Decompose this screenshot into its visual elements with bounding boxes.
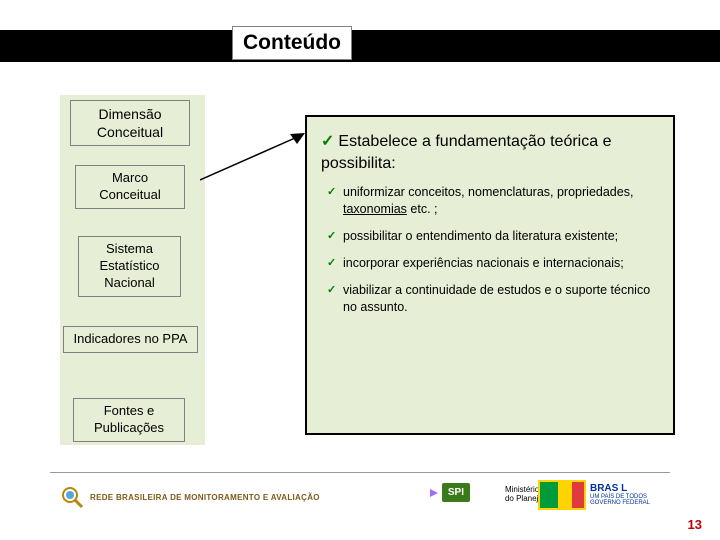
brasil-sub: GOVERNO FEDERAL xyxy=(590,500,650,506)
left-item-sistema: Sistema Estatístico Nacional xyxy=(78,236,181,297)
callout-main-text: ✓Estabelece a fundamentação teórica e po… xyxy=(321,131,659,174)
title-bar xyxy=(0,30,720,62)
bullet-underline: taxonomias xyxy=(343,202,407,216)
bullet-text: possibilitar o entendimento da literatur… xyxy=(343,229,618,243)
callout-bullet: ✓ incorporar experiências nacionais e in… xyxy=(343,255,659,272)
bullet-text: uniformizar conceitos, nomenclaturas, pr… xyxy=(343,185,633,199)
connector-arrow xyxy=(200,130,310,190)
footer-logos: REDE BRASILEIRA DE MONITORAMENTO E AVALI… xyxy=(60,480,660,520)
callout-bullet: ✓ viabilizar a continuidade de estudos e… xyxy=(343,282,659,316)
page-number: 13 xyxy=(688,517,702,532)
logo-rede: REDE BRASILEIRA DE MONITORAMENTO E AVALI… xyxy=(60,485,320,509)
brasil-label: BRAS L xyxy=(590,484,650,494)
bullet-text: etc. ; xyxy=(407,202,438,216)
left-item-fontes: Fontes e Publicações xyxy=(73,398,185,442)
rede-label: REDE BRASILEIRA DE MONITORAMENTO E AVALI… xyxy=(90,493,320,502)
check-icon: ✓ xyxy=(327,256,336,271)
check-icon: ✓ xyxy=(327,283,336,298)
bullet-text: viabilizar a continuidade de estudos e o… xyxy=(343,283,650,314)
section-header: Dimensão Conceitual xyxy=(70,100,190,146)
callout-bullet: ✓ uniformizar conceitos, nomenclaturas, … xyxy=(343,184,659,218)
bullet-text: incorporar experiências nacionais e inte… xyxy=(343,256,624,270)
brasil-flag-icon xyxy=(538,480,586,510)
left-item-marco: Marco Conceitual xyxy=(75,165,185,209)
check-icon: ✓ xyxy=(321,133,334,150)
logo-brasil: BRAS L UM PAÍS DE TODOS GOVERNO FEDERAL xyxy=(538,480,650,510)
check-icon: ✓ xyxy=(327,185,336,200)
logo-spi: SPI xyxy=(430,483,470,502)
spi-arrow-icon xyxy=(430,489,438,497)
page-title: Conteúdo xyxy=(232,26,352,60)
callout-sublist: ✓ uniformizar conceitos, nomenclaturas, … xyxy=(321,184,659,315)
magnifier-icon xyxy=(60,485,84,509)
callout-panel: ✓Estabelece a fundamentação teórica e po… xyxy=(305,115,675,435)
footer-divider xyxy=(50,472,670,473)
check-icon: ✓ xyxy=(327,229,336,244)
callout-main-label: Estabelece a fundamentação teórica e pos… xyxy=(321,133,611,172)
spi-label: SPI xyxy=(442,483,470,502)
callout-bullet: ✓ possibilitar o entendimento da literat… xyxy=(343,228,659,245)
left-item-indicadores: Indicadores no PPA xyxy=(63,326,198,353)
